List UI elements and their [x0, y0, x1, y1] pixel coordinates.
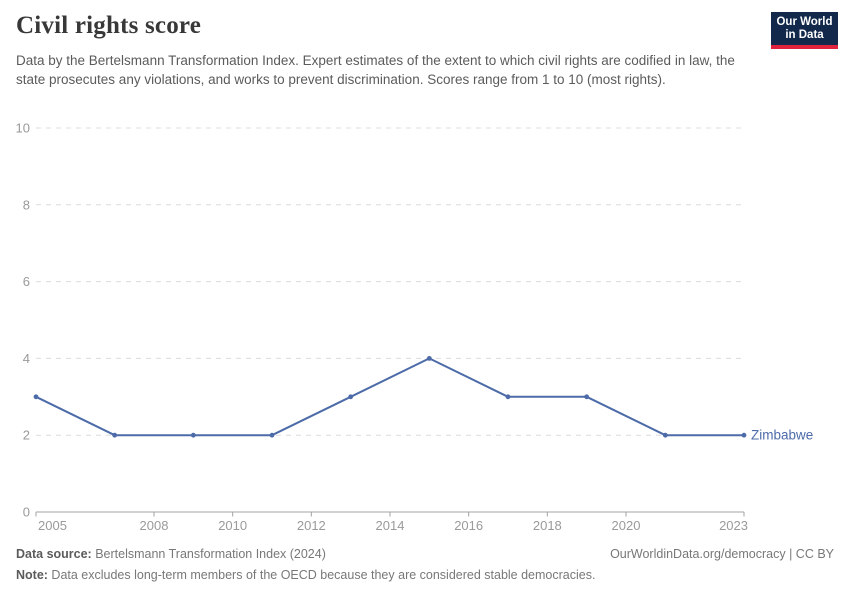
data-point	[584, 394, 590, 400]
data-source-label: Data source:	[16, 547, 92, 561]
data-point	[33, 394, 39, 400]
x-axis-tick-label: 2012	[297, 518, 326, 533]
data-point	[112, 432, 118, 438]
license-link: OurWorldinData.org/democracy | CC BY	[610, 547, 834, 561]
chart-subtitle: Data by the Bertelsmann Transformation I…	[16, 53, 735, 87]
page-title: Civil rights score	[16, 12, 202, 39]
y-axis-tick-label: 6	[23, 274, 30, 289]
x-axis-tick-label: 2023	[719, 518, 748, 533]
x-axis-tick-label: 2008	[140, 518, 169, 533]
data-point	[741, 432, 747, 438]
y-axis-tick-label: 10	[16, 121, 30, 136]
data-point	[505, 394, 511, 400]
x-axis-tick-label: 2016	[454, 518, 483, 533]
note-label: Note:	[16, 568, 48, 582]
y-axis-tick-label: 8	[23, 197, 30, 212]
owid-logo-line2: in Data	[785, 28, 824, 41]
x-axis-tick-label: 2010	[218, 518, 247, 533]
x-axis-tick-label: 2020	[612, 518, 641, 533]
y-axis-tick-label: 2	[23, 428, 30, 443]
data-line-zimbabwe	[35, 357, 745, 437]
data-point	[269, 432, 275, 438]
series-end-label: Zimbabwe	[751, 428, 813, 443]
data-point	[190, 432, 196, 438]
data-point	[662, 432, 668, 438]
x-axis-tick-label: 2005	[38, 518, 67, 533]
chart-footer: Data source: Bertelsmann Transformation …	[16, 546, 834, 584]
data-source: Data source: Bertelsmann Transformation …	[16, 546, 326, 563]
footer-note: Note: Data excludes long-term members of…	[16, 567, 834, 584]
data-point	[426, 356, 432, 361]
owid-logo: Our World in Data	[771, 12, 838, 49]
owid-logo-line1: Our World	[776, 15, 833, 28]
data-source-text: Bertelsmann Transformation Index (2024)	[91, 547, 326, 561]
y-axis-tick-label: 0	[23, 505, 30, 520]
y-axis-tick-label: 4	[23, 351, 30, 366]
x-axis-tick-label: 2018	[533, 518, 562, 533]
note-text: Data excludes long-term members of the O…	[47, 568, 596, 582]
data-point	[348, 394, 354, 400]
x-axis-tick-label: 2014	[376, 518, 405, 533]
